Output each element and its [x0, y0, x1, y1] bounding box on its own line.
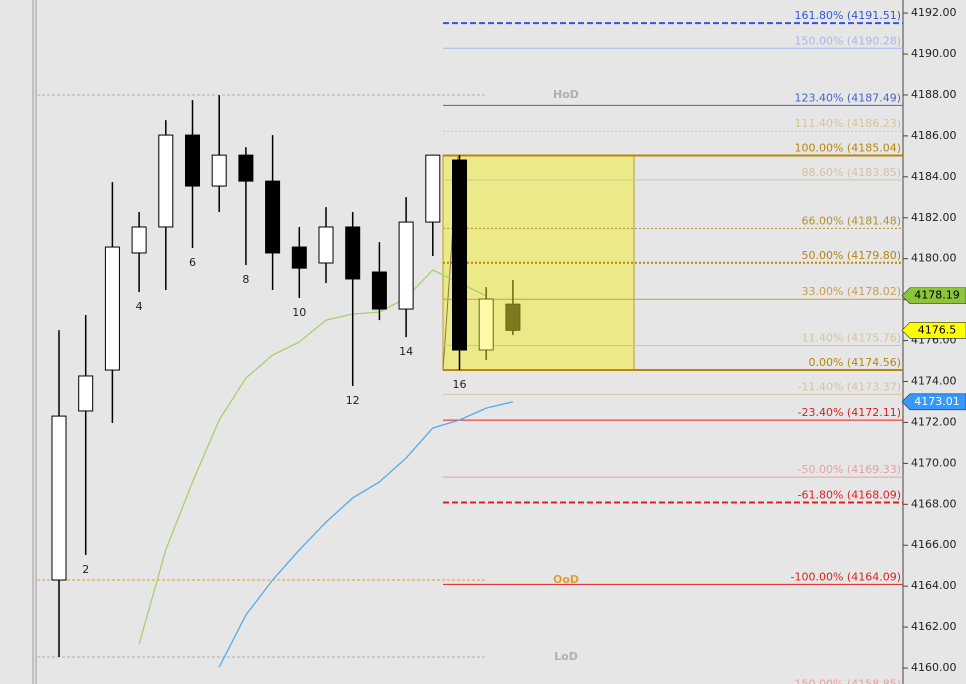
candle-body: [318, 226, 334, 264]
y-tick-label: 4184.00: [911, 170, 957, 183]
y-tick-label: 4190.00: [911, 47, 957, 60]
price-tag-label: 4176.5: [918, 323, 957, 336]
price-tag: [901, 322, 966, 339]
candle-body: [345, 226, 361, 280]
price-tag: [901, 287, 966, 305]
price-tag-label: 4173.01: [914, 395, 960, 408]
y-tick-label: 4160.00: [911, 661, 957, 674]
y-tick-label: 4162.00: [911, 620, 957, 633]
candle-body: [478, 298, 494, 351]
candle-body: [104, 246, 120, 371]
candle-body: [425, 154, 441, 223]
candle-body: [211, 154, 227, 187]
bar-number: 8: [242, 273, 249, 286]
moving-average: [138, 269, 487, 645]
y-tick-label: 4172.00: [911, 415, 957, 428]
candle-body: [185, 134, 200, 187]
fib-label: 88.60% (4183.85): [801, 166, 901, 179]
y-tick-label: 4170.00: [911, 456, 957, 469]
bar-number: 10: [292, 306, 306, 319]
fib-label: 33.00% (4178.02): [801, 285, 901, 298]
day-level-label: HoD: [553, 88, 579, 101]
bar-number: 14: [399, 345, 413, 358]
fib-label: 150.00% (4190.28): [794, 34, 901, 47]
candle-body: [371, 271, 387, 310]
price-tag-label: 4178.19: [914, 289, 960, 302]
candle-body: [398, 221, 414, 310]
fib-label: -150.00% (4158.85): [791, 678, 901, 684]
fib-label: 66.00% (4181.48): [801, 214, 901, 227]
y-tick-label: 4164.00: [911, 579, 957, 592]
candle-body: [238, 154, 254, 182]
fib-label: -50.00% (4169.33): [798, 463, 901, 476]
fib-label: 161.80% (4191.51): [794, 9, 901, 22]
fib-label: -11.40% (4173.37): [798, 380, 901, 393]
candle-body: [265, 180, 281, 254]
fib-label: -61.80% (4168.09): [798, 488, 901, 501]
candle-body: [51, 415, 67, 581]
fib-label: 0.00% (4174.56): [808, 356, 901, 369]
fib-label: 123.40% (4187.49): [794, 91, 901, 104]
fib-label: 50.00% (4179.80): [801, 249, 901, 262]
moving-average: [218, 401, 514, 668]
candle-body: [505, 303, 521, 331]
candle-body: [131, 226, 147, 254]
candle-body: [78, 375, 94, 412]
price-tag: [901, 393, 966, 411]
fib-label: 100.00% (4185.04): [794, 142, 901, 155]
y-tick-label: 4168.00: [911, 497, 957, 510]
bar-number: 4: [136, 300, 143, 313]
fib-label: 11.40% (4175.76): [801, 331, 901, 344]
fib-label: 111.40% (4186.23): [794, 117, 901, 130]
y-tick-label: 4188.00: [911, 88, 957, 101]
day-level-label: OoD: [553, 573, 579, 586]
bar-number: 12: [346, 394, 360, 407]
day-level-label: LoD: [554, 650, 578, 663]
candle-body: [158, 134, 174, 228]
fib-label: -100.00% (4164.09): [791, 570, 901, 583]
bar-number: 2: [82, 563, 89, 576]
y-tick-label: 4166.00: [911, 538, 957, 551]
fib-label: -23.40% (4172.11): [798, 406, 901, 419]
bar-number: 16: [453, 378, 467, 391]
y-tick-label: 4192.00: [911, 6, 957, 19]
candle-body: [291, 246, 307, 269]
candle-body: [452, 159, 467, 351]
fib-zone: [442, 155, 635, 371]
y-tick-label: 4174.00: [911, 375, 957, 388]
bar-number: 6: [189, 256, 196, 269]
y-tick-label: 4186.00: [911, 129, 957, 142]
y-tick-label: 4182.00: [911, 211, 957, 224]
y-tick-label: 4180.00: [911, 252, 957, 265]
